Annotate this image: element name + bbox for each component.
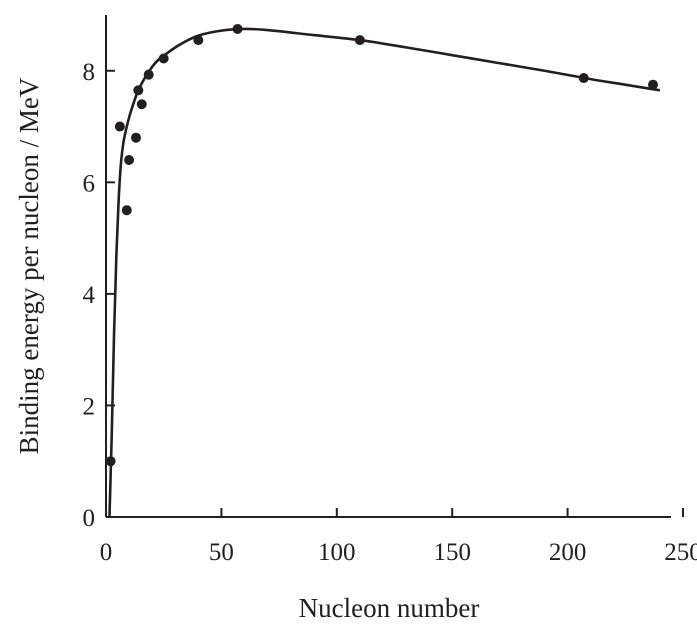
data-point xyxy=(233,24,243,34)
data-point xyxy=(193,35,203,45)
data-point xyxy=(648,80,658,90)
x-tick-label: 250 xyxy=(664,539,697,566)
data-point xyxy=(144,70,154,80)
y-tick-label: 2 xyxy=(83,393,96,420)
x-tick-label: 0 xyxy=(100,539,113,566)
data-point xyxy=(131,133,141,143)
x-tick-label: 50 xyxy=(209,539,234,566)
data-point xyxy=(115,122,125,132)
y-tick-label: 6 xyxy=(83,170,96,197)
x-axis-title: Nucleon number xyxy=(299,593,480,623)
data-point xyxy=(159,54,169,64)
data-point xyxy=(137,99,147,109)
data-point xyxy=(355,35,365,45)
x-tick-label: 200 xyxy=(549,539,587,566)
y-tick-label: 4 xyxy=(83,282,96,309)
x-tick-label: 100 xyxy=(318,539,356,566)
data-point xyxy=(579,73,589,83)
data-point xyxy=(122,205,132,215)
binding-energy-curve xyxy=(109,29,659,517)
axes: 0 50 100 150 200 250 0 2 4 6 8 xyxy=(83,15,697,566)
y-tick-label: 8 xyxy=(83,59,96,86)
y-tick-label: 0 xyxy=(83,505,96,532)
data-points-layer xyxy=(106,24,658,466)
data-point xyxy=(133,85,143,95)
fit-curve-layer xyxy=(109,29,659,517)
data-point xyxy=(106,456,116,466)
data-point xyxy=(124,155,134,165)
x-tick-label: 150 xyxy=(433,539,471,566)
y-axis-title: Binding energy per nucleon / MeV xyxy=(14,77,44,454)
